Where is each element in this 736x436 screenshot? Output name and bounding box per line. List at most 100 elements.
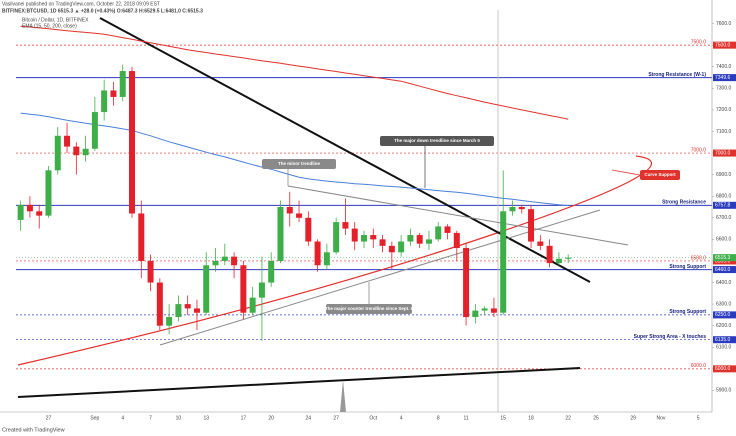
x-tick-label: 27	[333, 415, 339, 421]
x-tick-label: Sep	[90, 415, 99, 421]
indicator: EMA (15, 50, 200, close)	[22, 23, 77, 29]
candle-body	[45, 170, 52, 216]
candle-body	[258, 282, 265, 298]
candle-body	[546, 245, 553, 264]
axis-labels: 5900.0 6000.0 6100.0 6200.0 6300.0 6400.0 6500…	[46, 21, 736, 421]
x-tick-label: 20	[268, 415, 274, 421]
annotation-pointer	[611, 169, 641, 176]
candle-body	[528, 209, 535, 242]
x-tick-label: 4	[121, 415, 124, 421]
bottom-trendline	[17, 367, 581, 398]
candle-body	[36, 211, 43, 216]
candle-body	[240, 265, 247, 313]
candle-body	[481, 308, 488, 311]
x-tick-label: 25	[593, 415, 599, 421]
level-label: 6757.8	[715, 203, 731, 209]
candle-body	[379, 239, 386, 246]
candle-body	[26, 204, 33, 212]
candle-body	[231, 256, 238, 266]
x-tick-label: 24	[306, 415, 312, 421]
y-tick-label: 6100.0	[716, 345, 732, 351]
candle-body	[361, 235, 367, 242]
annotation-box	[262, 159, 336, 169]
candle-body	[518, 207, 525, 210]
candle-body	[351, 228, 358, 242]
level-tag	[713, 149, 736, 157]
candle-body	[407, 235, 414, 242]
counter-trendline	[159, 209, 601, 346]
candle-body	[453, 232, 460, 248]
x-tick-label: 29	[630, 415, 636, 421]
candle-body	[472, 310, 479, 318]
y-tick-label: 6800.0	[716, 194, 732, 200]
footer: Created with TradingView	[2, 427, 65, 433]
candle-body	[268, 260, 275, 283]
annotation: Curve Support	[644, 172, 676, 177]
candle-body	[398, 241, 405, 253]
level-note: Strong Support	[669, 264, 706, 270]
level-tag	[713, 311, 736, 319]
x-tick-label: 27	[46, 415, 52, 421]
y-tick-label: 6400.0	[716, 280, 732, 286]
level-note: Strong Resistance	[662, 200, 706, 206]
level-label: 6460.0	[715, 267, 731, 273]
candle-body	[175, 304, 182, 318]
y-tick-label: 7600.0	[716, 21, 732, 27]
y-tick-label: 7300.0	[716, 86, 732, 92]
y-tick-label: 6900.0	[716, 172, 732, 178]
x-tick-label: Oct	[369, 415, 377, 421]
x-tick-label: 13	[203, 415, 209, 421]
x-tick-label: 11	[463, 415, 468, 421]
instrument: Bitcoin / Dollar, 1D, BITFINEX	[22, 17, 89, 23]
annotation-box	[380, 136, 494, 146]
candle-body	[221, 256, 228, 261]
y-tick-label: 6600.0	[716, 237, 732, 243]
level-note: 6500.0	[691, 255, 707, 261]
candle-body	[509, 207, 516, 212]
level-label: 6000.0	[715, 366, 731, 372]
x-tick-label: 22	[565, 415, 571, 421]
level-note: Strong Resistance (W-1)	[648, 72, 706, 78]
candle-body	[166, 317, 173, 326]
x-tick-label: 15	[500, 415, 506, 421]
candle-body	[342, 222, 349, 229]
x-tick-label: Nov	[657, 415, 666, 421]
ema-line	[20, 112, 569, 206]
x-tick-label: 7	[149, 415, 152, 421]
annotation-box	[640, 170, 680, 180]
price-tag	[713, 254, 736, 262]
candle-body	[555, 258, 562, 264]
candle-body	[463, 248, 470, 318]
candle-body	[17, 204, 24, 220]
annotation: The major down trendline since March 5	[394, 138, 480, 143]
candles	[17, 64, 572, 341]
annotation: The minor trendline	[278, 161, 321, 166]
x-tick-label: 10	[176, 415, 182, 421]
candle-body	[156, 282, 163, 326]
x-tick-label: 4	[400, 415, 403, 421]
level-label: 6500.0	[715, 258, 731, 264]
price-label: 6515.3	[715, 255, 731, 261]
x-tick-label: 18	[528, 415, 534, 421]
candle-body	[110, 90, 117, 97]
candle-body	[212, 260, 219, 266]
candle-body	[64, 135, 71, 147]
level-label: 6135.0	[715, 337, 731, 343]
symbol-line: BITFINEX:BTCUSD, 1D 6515.3 ▲ +28.0 (+0.4…	[2, 8, 203, 14]
candle-body	[203, 265, 210, 313]
level-tag	[713, 74, 736, 82]
candle-body	[286, 207, 293, 214]
y-tick-label: 7400.0	[716, 64, 732, 70]
candle-body	[490, 308, 497, 313]
time-marker	[340, 380, 346, 412]
candle-body	[444, 226, 451, 233]
indicator-lines	[20, 25, 569, 206]
x-tick-label: 8	[437, 415, 440, 421]
level-label: 7000.0	[715, 150, 731, 156]
level-tag	[713, 41, 736, 49]
y-tick-label: 6300.0	[716, 301, 732, 307]
candle-body	[388, 245, 395, 253]
y-tick-label: 7200.0	[716, 107, 732, 113]
candle-body	[101, 90, 108, 113]
